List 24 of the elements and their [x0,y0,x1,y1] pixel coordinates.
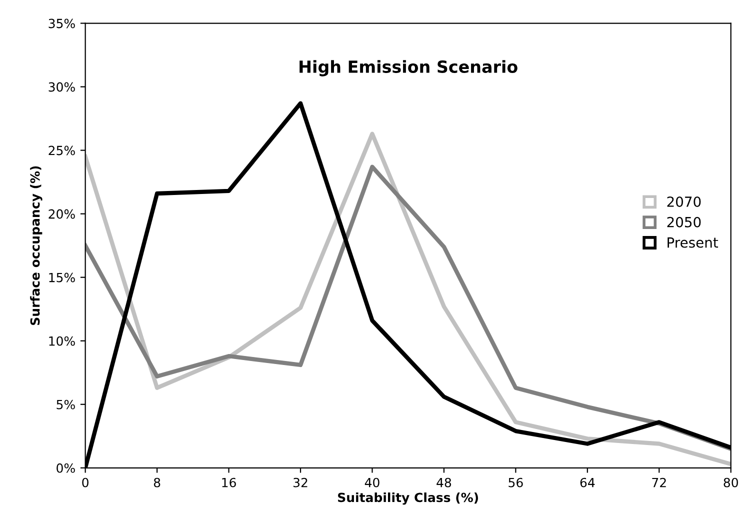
x-tick-label: 16 [222,478,236,488]
x-tick-label: 40 [364,478,380,488]
x-tick-label: 80 [724,478,738,488]
y-tick-label: 10% [49,336,75,346]
x-tick-label: 64 [580,478,595,488]
y-tick-label: 35% [48,18,75,28]
x-tick-label: 72 [652,478,666,488]
legend-label: 2050 [667,216,701,228]
y-tick-label: 15% [49,272,75,282]
x-tick-label: 56 [508,478,523,488]
y-axis-title: Surface occupancy (%) [30,166,42,325]
y-tick-label: 25% [48,146,75,156]
x-tick-label: 0 [82,478,88,488]
x-tick-label: 48 [436,478,452,488]
x-tick-label: 8 [154,478,160,488]
y-tick-label: 0% [56,463,75,473]
y-tick-label: 30% [48,82,75,92]
legend-label: 2070 [667,196,701,207]
legend-label: Present [668,237,718,248]
y-tick-label: 20% [48,209,75,219]
text: High Emission Scenario [300,60,518,76]
x-tick-label: 32 [294,478,308,488]
x-axis-title: Suitability Class (%) [338,492,478,505]
y-tick-label: 5% [56,400,75,410]
